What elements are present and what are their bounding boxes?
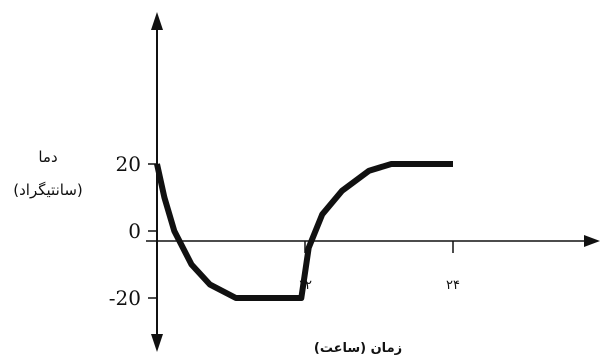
- y-axis-arrow-down: [151, 334, 163, 352]
- x-axis-arrow-right: [584, 235, 600, 247]
- y-tick-group: 20 0 -20: [109, 152, 157, 310]
- y-axis-label-line2: (سانتیگراد): [13, 181, 83, 199]
- y-tick-label: 20: [116, 152, 141, 176]
- y-axis: [151, 12, 163, 352]
- x-tick-label: ۲۴: [446, 278, 460, 293]
- x-axis-label: زمان (ساعت): [314, 341, 402, 356]
- x-tick-group: ۱۲ ۲۴: [298, 241, 460, 293]
- series-group: [154, 161, 453, 301]
- series-line: [154, 161, 453, 301]
- x-axis: [146, 235, 600, 247]
- y-tick-label: 0: [128, 219, 141, 243]
- y-axis-label-line1: دما: [38, 148, 57, 166]
- y-axis-arrow-up: [151, 12, 163, 30]
- y-tick-label: -20: [109, 286, 141, 310]
